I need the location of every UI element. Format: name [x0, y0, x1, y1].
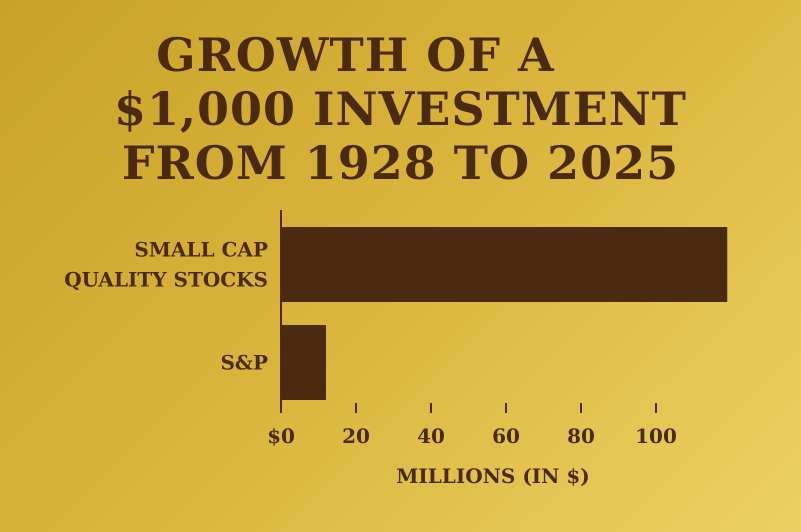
category-label: S&P [220, 351, 268, 375]
title-line-2: $1,000 INVESTMENT [113, 82, 688, 136]
category-label: SMALL CAP [134, 238, 268, 262]
x-tick-label: 40 [417, 424, 445, 448]
x-tick-label: 20 [342, 424, 370, 448]
x-tick-label: 100 [635, 424, 677, 448]
x-tick-label: 60 [492, 424, 520, 448]
bar-sp [281, 325, 326, 400]
title-line-3: FROM 1928 TO 2025 [121, 136, 680, 190]
bar-small-cap-quality-stocks [281, 227, 728, 302]
x-axis-title: MILLIONS (IN $) [396, 464, 590, 488]
title-line-1: GROWTH OF A [156, 28, 555, 82]
category-label: QUALITY STOCKS [64, 268, 268, 292]
x-tick-label: $0 [267, 424, 295, 448]
chart-title: GROWTH OF A $1,000 INVESTMENT FROM 1928 … [0, 28, 801, 190]
x-tick-label: 80 [567, 424, 595, 448]
